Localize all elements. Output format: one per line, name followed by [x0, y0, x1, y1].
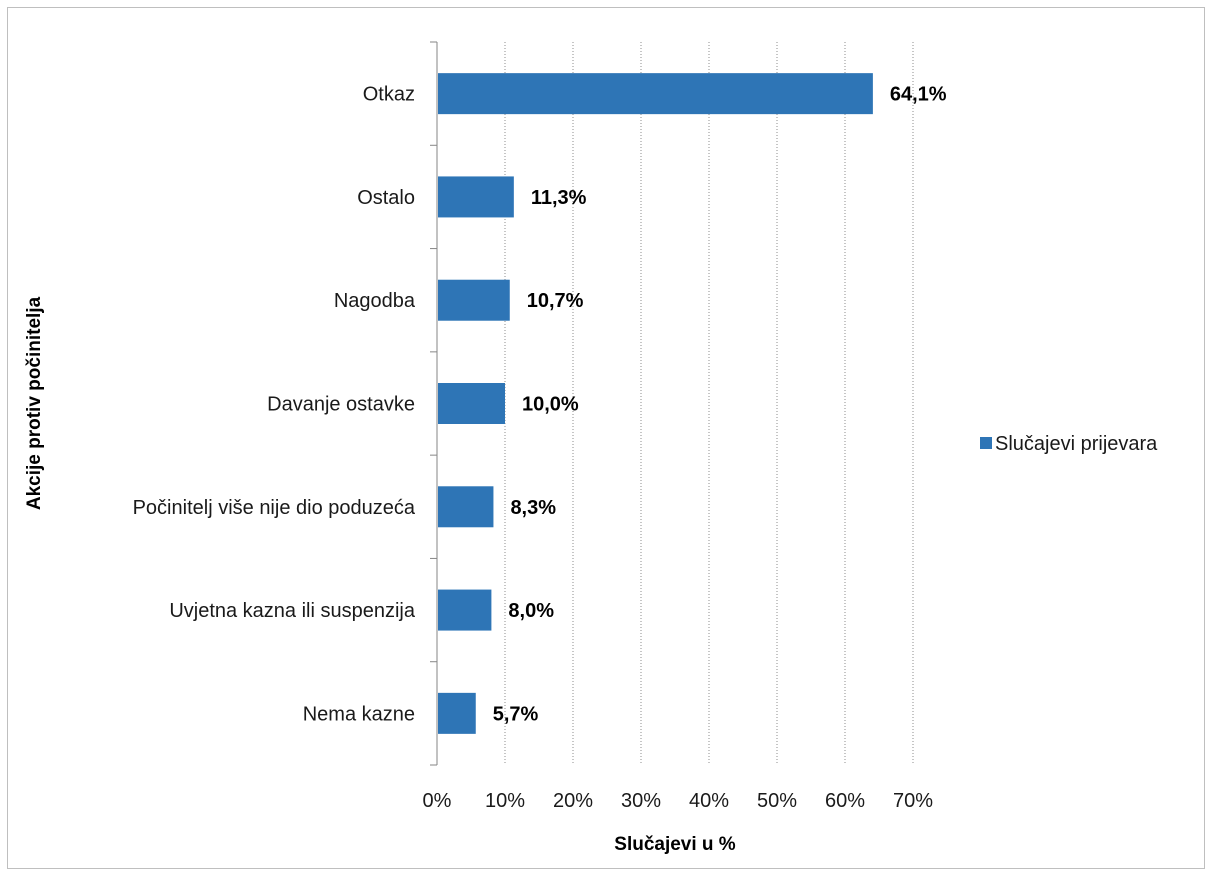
bar [438, 73, 873, 115]
y-axis-title: Akcije protiv počinitelja [24, 296, 45, 510]
gridlines [504, 42, 914, 765]
bar [438, 692, 476, 734]
data-label: 10,0% [522, 394, 579, 416]
bar [438, 486, 494, 528]
x-axis-title: Slučajevi u % [614, 834, 736, 855]
data-labels: 64,1% 11,3% 10,7% 10,0% 8,3% 8,0% 5,7% [493, 84, 947, 726]
category-label: Otkaz [363, 84, 415, 106]
category-labels: Otkaz Ostalo Nagodba Davanje ostavke Počinit… [133, 84, 416, 726]
legend-label: Slučajevi prijevara [995, 433, 1158, 455]
x-tick-label: 10% [485, 790, 525, 812]
x-tick-label: 20% [553, 790, 593, 812]
chart-frame [7, 7, 1205, 869]
x-tick-label: 30% [621, 790, 661, 812]
x-tick-labels: 0% 10% 20% 30% 40% 50% 60% 70% [423, 790, 934, 812]
category-label: Počinitelj više nije dio poduzeća [133, 497, 416, 519]
bar [438, 589, 492, 631]
data-label: 8,0% [508, 600, 554, 622]
x-tick-label: 0% [423, 790, 452, 812]
x-tick-label: 60% [825, 790, 865, 812]
data-label: 10,7% [527, 290, 584, 312]
category-label: Nema kazne [303, 703, 415, 725]
y-axis-ticks [430, 41, 437, 766]
bar [438, 383, 505, 424]
bar [438, 176, 514, 218]
data-label: 64,1% [890, 84, 947, 106]
x-tick-label: 70% [893, 790, 933, 812]
bars [438, 73, 873, 734]
data-label: 11,3% [531, 187, 587, 209]
x-tick-label: 50% [757, 790, 797, 812]
legend-swatch [980, 437, 992, 449]
data-label: 8,3% [510, 497, 556, 519]
category-label: Ostalo [357, 187, 415, 209]
data-label: 5,7% [493, 703, 539, 725]
category-label: Nagodba [334, 290, 416, 312]
category-label: Davanje ostavke [267, 394, 415, 416]
x-tick-label: 40% [689, 790, 729, 812]
legend: Slučajevi prijevara [980, 433, 1158, 455]
bar [438, 279, 510, 321]
category-label: Uvjetna kazna ili suspenzija [169, 600, 416, 622]
